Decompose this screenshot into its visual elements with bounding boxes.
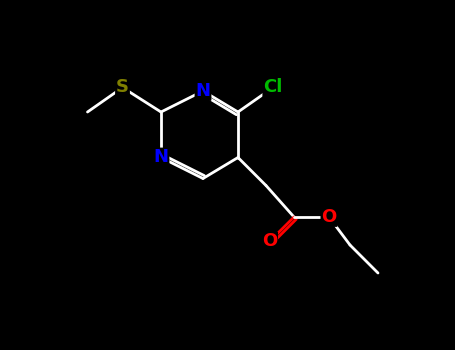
Text: N: N	[153, 148, 168, 167]
Text: O: O	[262, 232, 277, 251]
Text: O: O	[321, 208, 337, 226]
Text: N: N	[196, 82, 211, 100]
Text: Cl: Cl	[263, 78, 283, 97]
Text: S: S	[116, 78, 129, 97]
